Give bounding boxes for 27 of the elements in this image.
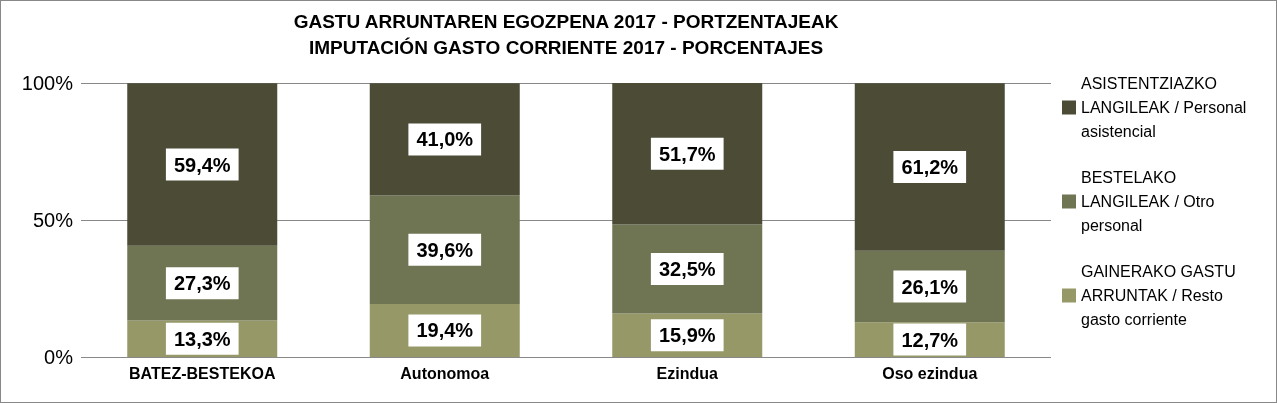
legend-label: GAINERAKO GASTU ARRUNTAK / Resto gasto corriente (1081, 263, 1241, 328)
y-tick-label: 0% (44, 346, 74, 368)
data-label: 19,4% (416, 319, 474, 342)
data-label: 13,3% (173, 327, 231, 350)
data-label: 26,1% (901, 275, 959, 298)
data-label: 59,4% (173, 153, 231, 176)
bar (612, 83, 763, 225)
data-label: 41,0% (416, 128, 474, 151)
x-tick-label: Ezindua (656, 364, 719, 382)
data-label: 32,5% (658, 258, 716, 280)
data-label: 12,7% (901, 328, 959, 351)
bar (854, 83, 1005, 251)
y-tick-label: 50% (32, 209, 74, 232)
bar (369, 83, 520, 196)
data-label: 61,2% (901, 156, 959, 179)
legend-label: BESTELAKO LANGILEAK / Otro personal (1081, 169, 1219, 234)
legend-label: ASISTENTZIAZKO LANGILEAK / Personal asistencial (1081, 75, 1251, 140)
data-label: 27,3% (173, 272, 231, 295)
data-label: 15,9% (658, 324, 716, 347)
chart-title: GASTU ARRUNTAREN EGOZPENA 2017 - PORTZENTAJEAK IMPUTACIÓN GASTO CORRIENTE 2017 - PORCENTAJES (293, 10, 839, 58)
data-label: 39,6% (416, 238, 474, 261)
data-label: 51,7% (658, 142, 716, 165)
y-tick-label: 100% (21, 72, 74, 95)
x-tick-label: Autonomoa (400, 364, 490, 382)
x-tick-label: BATEZ-BESTEKOA (129, 364, 276, 382)
x-tick-label: Oso ezindua (882, 364, 978, 382)
bar (127, 83, 278, 246)
